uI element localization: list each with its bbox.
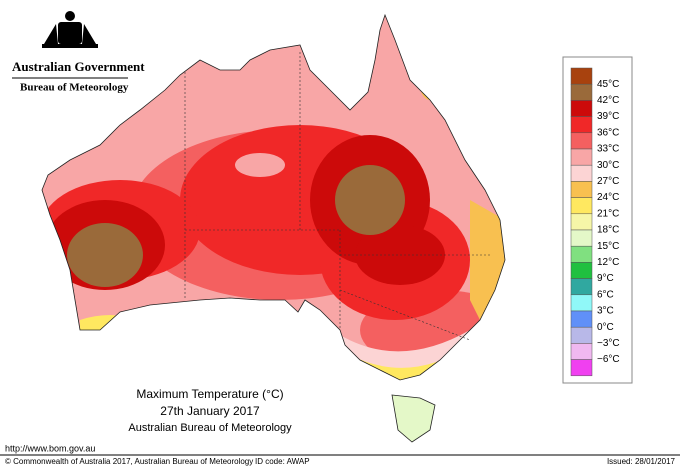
- coastline: [41, 13, 506, 381]
- copyright: © Commonwealth of Australia 2017, Austra…: [5, 457, 253, 466]
- map-title: Maximum Temperature (°C): [136, 387, 283, 401]
- legend-label: 9°C: [597, 273, 614, 284]
- legend-swatch: [570, 148, 593, 166]
- id-code: ID code: AWAP: [255, 457, 310, 466]
- legend-label: 18°C: [597, 225, 619, 236]
- legend-swatch: [570, 197, 593, 215]
- legend-label: 42°C: [597, 95, 619, 106]
- legend-label: −6°C: [597, 354, 620, 365]
- legend-swatch: [570, 213, 593, 231]
- legend-swatch: [570, 343, 593, 360]
- legend-label: 36°C: [597, 127, 619, 138]
- legend-swatch: [570, 245, 593, 263]
- legend-label: 30°C: [597, 160, 619, 171]
- legend-label: 45°C: [597, 79, 619, 90]
- legend-label: 39°C: [597, 111, 619, 122]
- map-date: 27th January 2017: [160, 404, 260, 418]
- legend: 45°C 42°C 39°C 36°C 33°C 30°C 27°C 24°C 21°C 18°C…: [570, 67, 620, 377]
- legend-swatch: [570, 310, 593, 328]
- legend-swatch: [570, 83, 593, 101]
- legend-swatch: [570, 229, 593, 247]
- legend-label: 27°C: [597, 176, 619, 187]
- legend-swatch: [570, 359, 593, 377]
- legend-swatch: [570, 278, 593, 296]
- url[interactable]: http://www.bom.gov.au: [5, 443, 95, 453]
- legend-label: 12°C: [597, 257, 619, 268]
- legend-label: 15°C: [597, 241, 619, 252]
- map-agency: Australian Bureau of Meteorology: [128, 422, 292, 434]
- state-borders: [184, 50, 490, 341]
- legend-swatch: [570, 100, 593, 117]
- legend-swatch: [570, 116, 593, 134]
- legend-swatch: [570, 132, 593, 150]
- legend-label: 0°C: [597, 322, 614, 333]
- legend-label: 33°C: [597, 144, 619, 155]
- legend-label: 21°C: [597, 208, 619, 219]
- legend-swatch: [570, 67, 593, 85]
- government-title: Australian Government: [12, 59, 145, 74]
- legend-label: 24°C: [597, 192, 619, 203]
- issued: Issued: 28/01/2017: [607, 457, 676, 466]
- tasmania: [391, 394, 436, 443]
- legend-swatch: [570, 181, 593, 198]
- coat-of-arms: [42, 11, 98, 48]
- legend-swatch: [570, 326, 593, 344]
- legend-label: −3°C: [597, 338, 620, 349]
- legend-swatch: [570, 262, 593, 279]
- legend-label: 3°C: [597, 306, 614, 317]
- legend-label: 6°C: [597, 289, 614, 300]
- bureau-title: Bureau of Meteorology: [20, 82, 129, 94]
- legend-swatch: [570, 164, 593, 182]
- legend-swatch: [570, 294, 593, 312]
